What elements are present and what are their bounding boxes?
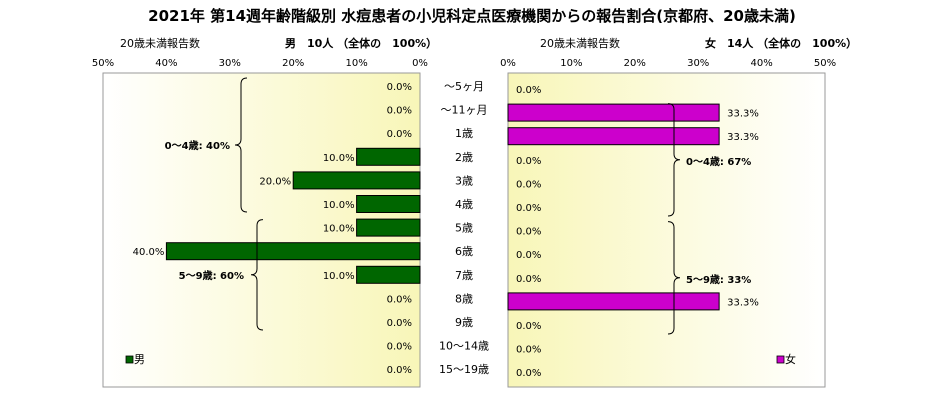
female-header-label: 20歳未満報告数 <box>540 37 620 50</box>
female-value-label: 33.3% <box>727 109 759 120</box>
male-bar <box>292 171 421 190</box>
page-title: 2021年 第14週年齢階級別 水痘患者の小児科定点医療機関からの報告割合(京都… <box>148 7 796 25</box>
female-value-label: 0.0% <box>516 368 541 379</box>
female-header-count: 女 14人 （全体の 100%） <box>705 37 858 50</box>
age-category-label: 9歳 <box>455 316 473 329</box>
age-category-label: 1歳 <box>455 127 473 140</box>
female-tick-label: 20% <box>624 58 646 69</box>
age-category-label: 3歳 <box>455 174 473 187</box>
male-value-label: 10.0% <box>323 153 355 164</box>
female-brace-5-9 <box>667 221 681 335</box>
male-legend-label: 男 <box>134 353 145 366</box>
female-value-label: 33.3% <box>727 297 759 308</box>
female-legend-swatch <box>776 355 785 364</box>
age-category-label: 15～19歳 <box>439 363 489 376</box>
age-category-label: 4歳 <box>455 198 473 211</box>
male-brace-0-4 <box>234 77 248 213</box>
female-value-label: 0.0% <box>516 274 541 285</box>
age-category-label: 2歳 <box>455 151 473 164</box>
male-tick-label: 50% <box>92 58 114 69</box>
male-value-label: 40.0% <box>133 247 165 258</box>
female-value-label: 0.0% <box>516 85 541 96</box>
male-tick-label: 40% <box>155 58 177 69</box>
female-value-label: 0.0% <box>516 250 541 261</box>
male-bar <box>356 147 421 166</box>
female-annotation-5-9: 5～9歳: 33% <box>686 273 751 286</box>
male-value-label: 10.0% <box>323 200 355 211</box>
age-category-label: 6歳 <box>455 245 473 258</box>
male-bar <box>356 218 421 237</box>
female-value-label: 0.0% <box>516 321 541 332</box>
male-header-label: 20歳未満報告数 <box>120 37 200 50</box>
male-tick-label: 30% <box>219 58 241 69</box>
male-legend-swatch <box>125 355 134 364</box>
male-annotation-5-9: 5～9歳: 60% <box>179 269 244 282</box>
female-bar <box>507 103 720 122</box>
female-tick-label: 10% <box>560 58 582 69</box>
female-value-label: 0.0% <box>516 179 541 190</box>
male-value-label: 10.0% <box>323 224 355 235</box>
female-value-label: 0.0% <box>516 203 541 214</box>
female-value-label: 0.0% <box>516 345 541 356</box>
female-tick-label: 0% <box>500 58 516 69</box>
female-tick-label: 40% <box>750 58 772 69</box>
female-value-label: 0.0% <box>516 227 541 238</box>
female-tick-label: 50% <box>814 58 836 69</box>
male-value-label: 0.0% <box>387 82 412 93</box>
male-value-label: 0.0% <box>387 294 412 305</box>
female-legend-label: 女 <box>785 352 796 366</box>
female-bar <box>507 292 720 311</box>
male-value-label: 10.0% <box>323 271 355 282</box>
female-value-label: 33.3% <box>727 132 759 143</box>
age-category-label: 5歳 <box>455 222 473 235</box>
female-value-label: 0.0% <box>516 156 541 167</box>
age-category-label: 10～14歳 <box>439 340 489 353</box>
male-value-label: 0.0% <box>387 318 412 329</box>
male-brace-5-9 <box>250 219 264 331</box>
male-value-label: 0.0% <box>387 129 412 140</box>
male-bar <box>356 265 421 284</box>
male-value-label: 0.0% <box>387 365 412 376</box>
female-plot-area <box>507 72 826 388</box>
male-header-count: 男 10人 （全体の 100%） <box>285 37 438 50</box>
male-value-label: 0.0% <box>387 342 412 353</box>
female-brace-0-4 <box>667 103 681 217</box>
age-category-label: 8歳 <box>455 292 473 305</box>
male-annotation-0-4: 0～4歳: 40% <box>165 139 230 152</box>
age-category-label: ～11ヶ月 <box>441 104 488 117</box>
male-bar <box>165 242 421 261</box>
age-category-label: ～5ヶ月 <box>444 80 484 93</box>
age-category-label: 7歳 <box>455 269 473 282</box>
male-value-label: 0.0% <box>387 106 412 117</box>
male-tick-label: 10% <box>345 58 367 69</box>
male-tick-label: 0% <box>412 58 428 69</box>
female-bar <box>507 127 720 146</box>
male-value-label: 20.0% <box>259 176 291 187</box>
female-annotation-0-4: 0～4歳: 67% <box>686 155 751 168</box>
male-tick-label: 20% <box>282 58 304 69</box>
female-tick-label: 30% <box>687 58 709 69</box>
male-bar <box>356 195 421 213</box>
